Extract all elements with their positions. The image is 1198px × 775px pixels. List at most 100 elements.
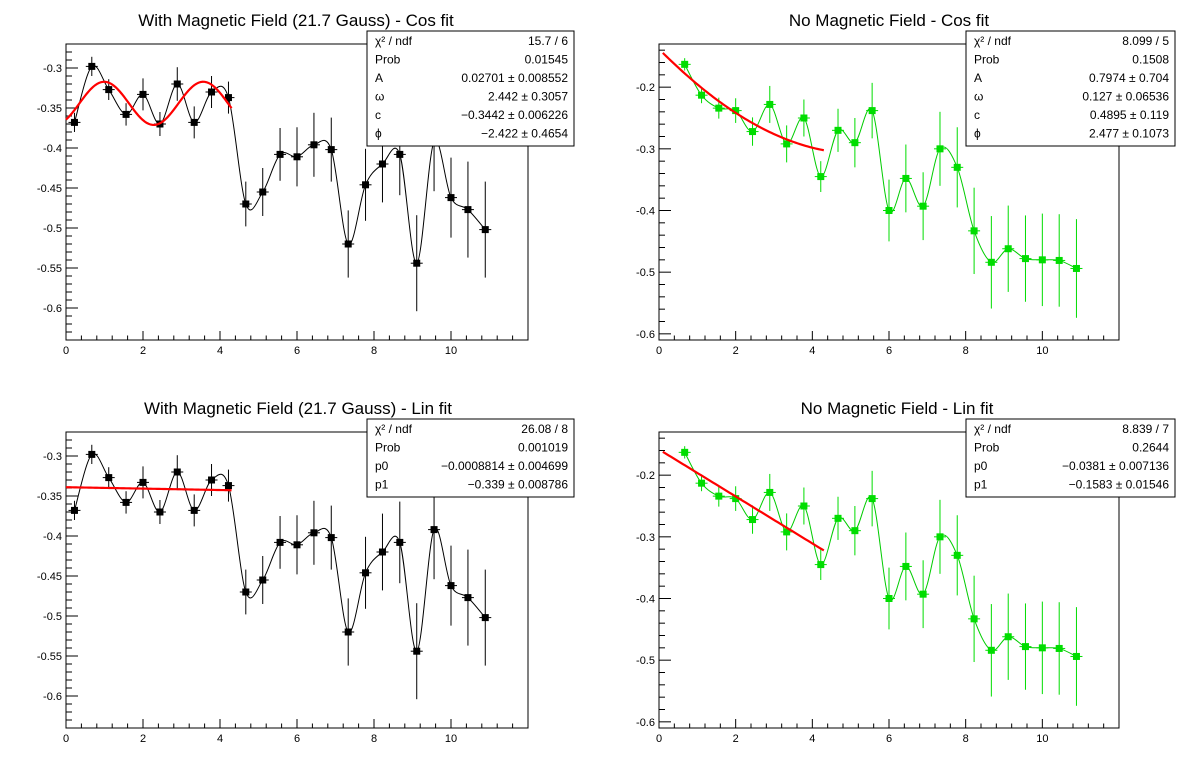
stats-label: χ² / ndf: [375, 34, 413, 48]
x-tick-label: 2: [733, 733, 739, 745]
stats-value: 8.839 / 7: [1122, 422, 1169, 436]
data-point: [464, 594, 472, 602]
data-point: [242, 200, 250, 208]
data-point: [749, 128, 757, 136]
data-point: [293, 541, 301, 549]
stats-label: p0: [974, 459, 988, 473]
data-point: [681, 448, 689, 456]
data-point: [783, 140, 791, 148]
chart-title: No Magnetic Field - Cos fit: [789, 11, 990, 30]
y-tick-label: -0.2: [636, 82, 655, 94]
stats-label: χ² / ndf: [974, 34, 1012, 48]
y-tick-label: -0.4: [636, 206, 655, 218]
stats-box-frame: [965, 30, 1176, 147]
x-tick-label: 8: [963, 733, 969, 745]
y-tick-label: -0.45: [37, 571, 62, 583]
data-point: [902, 562, 910, 570]
stats-value: 26.08 / 8: [521, 422, 568, 436]
x-tick-label: 0: [63, 733, 69, 745]
data-point: [276, 150, 284, 158]
data-point: [344, 240, 352, 248]
stats-box: χ² / ndf 8.839 / 7 Prob 0.2644 p0 −0.0381 ± 0…: [965, 418, 1176, 498]
stats-value: 0.2644: [1132, 441, 1169, 455]
stats-value: −0.0381 ± 0.007136: [1062, 459, 1169, 473]
data-point: [156, 508, 164, 516]
data-point: [276, 538, 284, 546]
x-tick-label: 2: [140, 733, 146, 745]
data-point: [259, 576, 267, 584]
x-tick-label: 8: [371, 733, 377, 745]
data-point: [447, 194, 455, 202]
x-tick-label: 4: [217, 345, 223, 357]
data-point: [1004, 633, 1012, 641]
y-tick-label: -0.3: [43, 63, 62, 75]
data-point: [481, 614, 489, 622]
x-tick-label: 10: [445, 733, 457, 745]
stats-label: p1: [375, 478, 389, 492]
stats-box-frame: [965, 418, 1176, 498]
x-tick-label: 2: [733, 345, 739, 357]
y-tick-label: -0.4: [43, 143, 62, 155]
y-tick-label: -0.35: [37, 103, 62, 115]
fit-curve: [662, 52, 825, 152]
y-tick-label: -0.5: [636, 655, 655, 667]
data-point: [173, 468, 181, 476]
data-point: [970, 615, 978, 623]
data-point: [105, 474, 113, 482]
data-point: [139, 478, 147, 486]
chart-panel-4: No Magnetic Field - Lin fit 0 2 4 6 8 10 -0.6 -0…: [636, 399, 1176, 745]
x-tick-label: 10: [1036, 345, 1048, 357]
fit-curve: [65, 80, 233, 127]
data-point: [885, 207, 893, 214]
y-tick-label: -0.6: [43, 691, 62, 703]
stats-label: Prob: [375, 53, 401, 67]
stats-label: A: [375, 71, 383, 85]
y-tick-label: -0.55: [37, 263, 62, 275]
data-point: [834, 126, 842, 134]
data-point: [122, 498, 130, 506]
data-point: [327, 534, 335, 542]
stats-value: 0.02701 ± 0.008552: [461, 71, 568, 85]
stats-value: 0.7974 ± 0.704: [1089, 71, 1169, 85]
stats-box: χ² / ndf 15.7 / 6 Prob 0.01545 A 0.02701 ± 0.…: [366, 30, 575, 147]
data-point: [224, 94, 232, 102]
data-point: [868, 107, 876, 115]
data-point: [834, 514, 842, 522]
data-point: [208, 88, 216, 96]
data-point: [293, 153, 301, 161]
data-point: [88, 62, 96, 70]
chart-panel-3: With Magnetic Field (21.7 Gauss) - Lin f…: [37, 399, 575, 745]
stats-value: −0.1583 ± 0.01546: [1069, 478, 1170, 492]
data-point: [105, 86, 113, 94]
data-point: [344, 628, 352, 636]
data-point: [1038, 644, 1046, 652]
data-point: [919, 590, 927, 598]
stats-value: −0.339 ± 0.008786: [468, 478, 569, 492]
data-point: [698, 479, 706, 487]
data-point: [936, 145, 944, 153]
stats-label: p0: [375, 459, 389, 473]
data-point: [1038, 256, 1046, 264]
data-point: [783, 528, 791, 536]
data-point: [481, 226, 489, 234]
stats-value: 0.1508: [1132, 53, 1169, 67]
data-point: [1055, 256, 1063, 264]
data-point: [70, 118, 78, 126]
data-point: [139, 90, 147, 98]
stats-label: χ² / ndf: [375, 422, 413, 436]
y-tick-label: -0.6: [636, 329, 655, 341]
y-tick-label: -0.2: [636, 470, 655, 482]
x-tick-label: 0: [656, 733, 662, 745]
data-point: [1004, 245, 1012, 253]
data-point: [327, 146, 335, 154]
y-tick-label: -0.5: [43, 611, 62, 623]
data-point: [851, 139, 859, 147]
data-point: [681, 60, 689, 68]
data-point: [396, 150, 404, 158]
data-point: [732, 495, 740, 503]
stats-label: Prob: [375, 441, 401, 455]
stats-value: 0.4895 ± 0.119: [1090, 108, 1169, 122]
data-point: [464, 206, 472, 214]
data-point: [378, 160, 386, 168]
